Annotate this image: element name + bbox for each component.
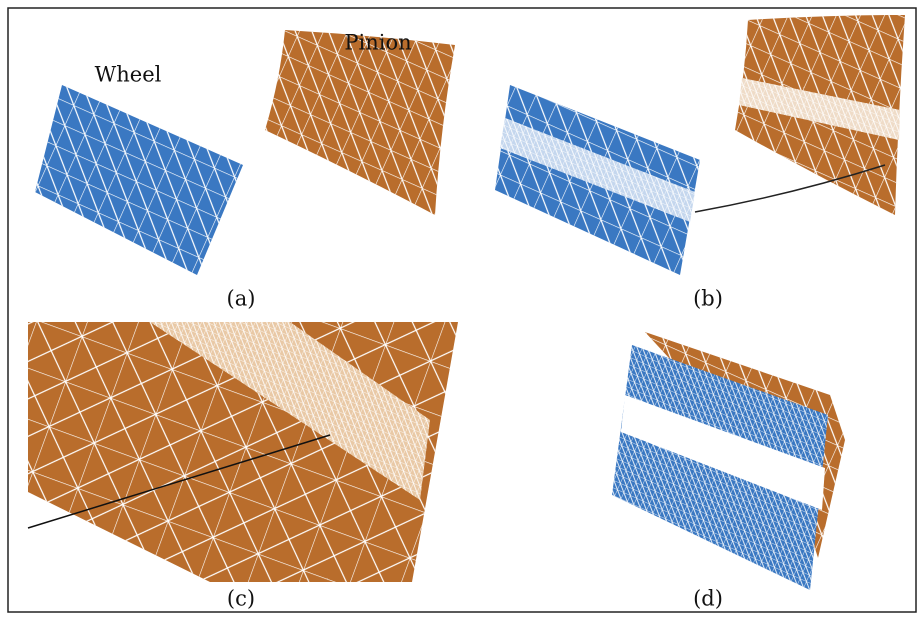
figure: Wheel Pinion (a) (b) (c) (d) bbox=[0, 0, 924, 620]
panel-a: Wheel Pinion (a) bbox=[35, 30, 455, 311]
pinion-label: Pinion bbox=[344, 31, 411, 55]
caption: (d) bbox=[693, 587, 723, 611]
caption: (b) bbox=[693, 287, 723, 311]
caption: (c) bbox=[227, 587, 255, 611]
caption: (a) bbox=[227, 287, 256, 311]
wheel-label: Wheel bbox=[95, 63, 162, 87]
panel-d: (d) bbox=[612, 332, 845, 611]
panel-c: (c) bbox=[28, 322, 458, 611]
panel-b: (b) bbox=[495, 15, 905, 311]
